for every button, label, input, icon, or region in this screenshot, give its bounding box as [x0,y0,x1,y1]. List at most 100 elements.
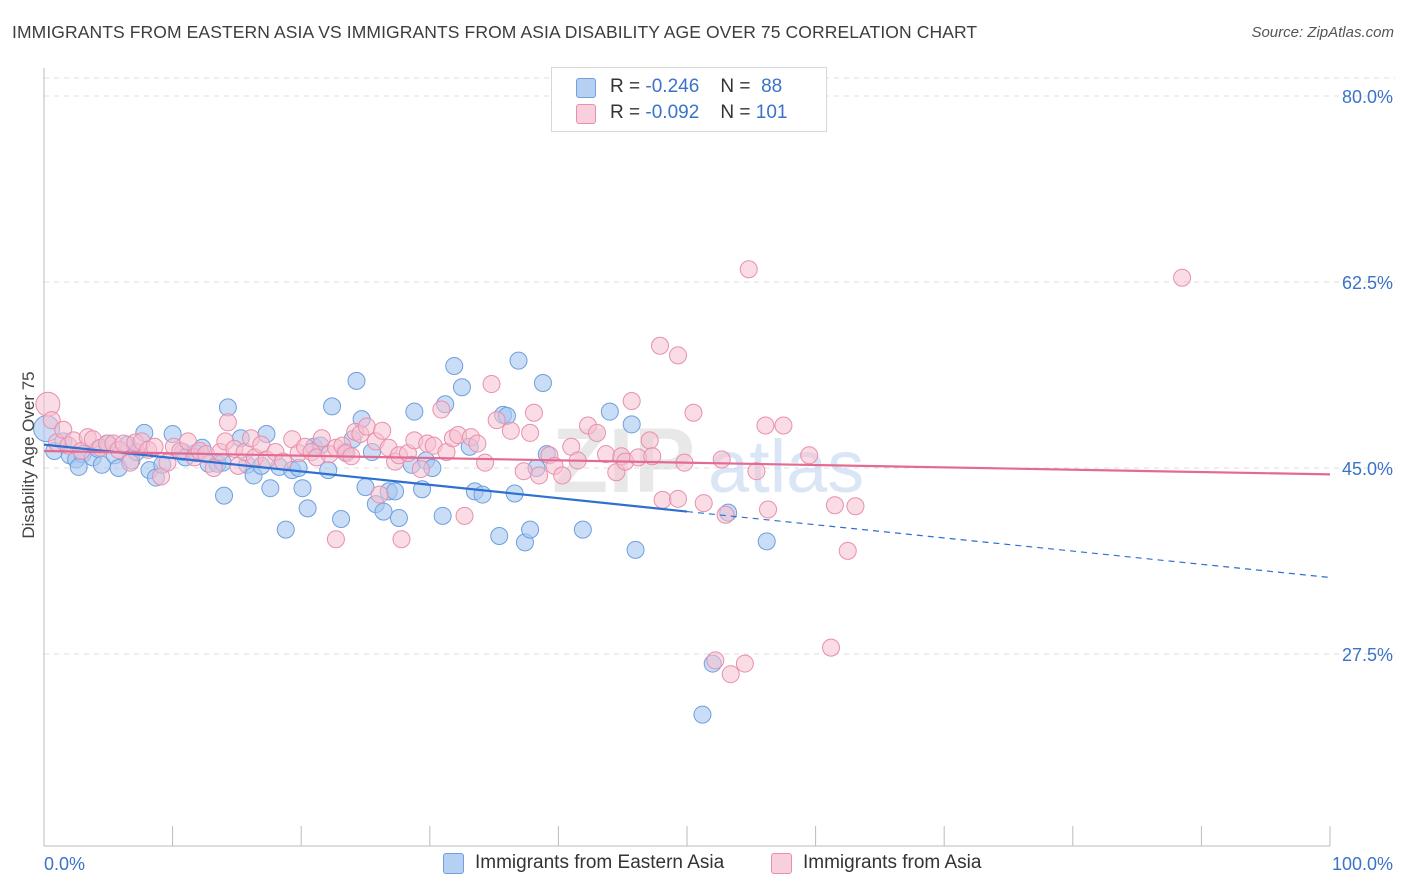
y-axis-label: Disability Age Over 75 [19,371,38,538]
pink-point [312,429,331,448]
pink-trend-line [43,449,1331,476]
blue-point [261,479,280,498]
pink-point [218,413,237,432]
legend-n-label: N = [720,76,751,97]
pink-point [1173,268,1192,287]
blue-point [386,482,405,501]
blue-point [347,371,366,390]
pink-point [521,423,540,442]
pink-point [838,541,857,560]
pink-point [825,496,844,515]
pink-point [455,506,474,525]
pink-point [514,462,533,481]
pink-point [747,462,766,481]
blue-point [298,499,317,518]
pink-point [759,500,778,519]
legend-blue-r: -0.246 [645,76,700,97]
bottom-legend-swatch-blue [443,853,464,874]
blue-point [405,402,424,421]
y-tick-label: 45.0% [1342,459,1393,479]
blue-point [573,520,592,539]
blue-point [693,705,712,724]
pink-point [822,638,841,657]
blue-point [490,527,509,546]
x-tick-label-right: 100.0% [1332,854,1393,874]
blue-point [332,510,351,529]
axis-layer [43,68,1331,847]
legend-n-label: N = [720,102,751,123]
blue-point [445,356,464,375]
blue-point [276,520,295,539]
blue-point [600,402,619,421]
pink-point [716,505,735,524]
bottom-legend-label-blue: Immigrants from Eastern Asia [475,852,725,873]
legend-r-label: R = [610,102,641,123]
pink-point [846,497,865,516]
pink-point [712,450,731,469]
grid-layer [44,77,1395,655]
pink-point [756,416,775,435]
bottom-legend-label-pink: Immigrants from Asia [803,852,982,873]
legend-swatch-blue [576,78,596,98]
pink-point [684,403,703,422]
pink-point [42,411,61,430]
blue-point [452,378,471,397]
pink-point [392,530,411,549]
blue-point [293,479,312,498]
blue-point [521,520,540,539]
blue-point [323,397,342,416]
blue-point [215,486,234,505]
pink-point [721,665,740,684]
blue-point [433,506,452,525]
chart-title: IMMIGRANTS FROM EASTERN ASIA VS IMMIGRAN… [12,22,978,42]
pink-point [735,654,754,673]
blue-point [509,351,528,370]
pink-point [179,432,198,451]
legend-pink-n: 101 [755,102,788,123]
pink-point [326,530,345,549]
y-tick-label: 27.5% [1342,645,1393,665]
bottom-legend-swatch-pink [771,853,792,874]
x-tick-label-left: 0.0% [44,854,85,874]
y-tick-label: 80.0% [1342,87,1393,107]
legend-blue-n: 88 [761,76,783,97]
pink-point [121,453,140,472]
pink-point [653,490,672,509]
y-tick-label: 62.5% [1342,273,1393,293]
pink-point [373,421,392,440]
pink-point [643,447,662,466]
pink-point [357,417,376,436]
pink-point [468,434,487,453]
blue-point [533,373,552,392]
blue-point [757,532,776,551]
pink-point [553,466,572,485]
pink-series-points [35,260,1192,684]
pink-point [587,423,606,442]
pink-point [800,446,819,465]
pink-point [774,416,793,435]
pink-point [694,494,713,513]
blue-trend-line [43,443,688,513]
legend-swatch-pink [576,104,596,124]
pink-point [640,431,659,450]
pink-point [524,403,543,422]
pink-point [530,466,549,485]
pink-point [706,651,725,670]
blue-trend-extension [686,510,1331,579]
pink-point [622,392,641,411]
source-label: Source: ZipAtlas.com [1251,24,1394,41]
pink-point [370,485,389,504]
pink-point [476,453,495,472]
pink-point [487,411,506,430]
blue-point [389,508,408,527]
pink-point [668,489,687,508]
trend-layer [43,443,1331,579]
pink-point [482,375,501,394]
blue-point [626,540,645,559]
pink-point [650,336,669,355]
y-tick-labels: 27.5% 45.0% 62.5% 80.0% [1342,87,1393,665]
pink-point [501,421,520,440]
pink-point [739,260,758,279]
legend-pink-r: -0.092 [645,102,700,123]
